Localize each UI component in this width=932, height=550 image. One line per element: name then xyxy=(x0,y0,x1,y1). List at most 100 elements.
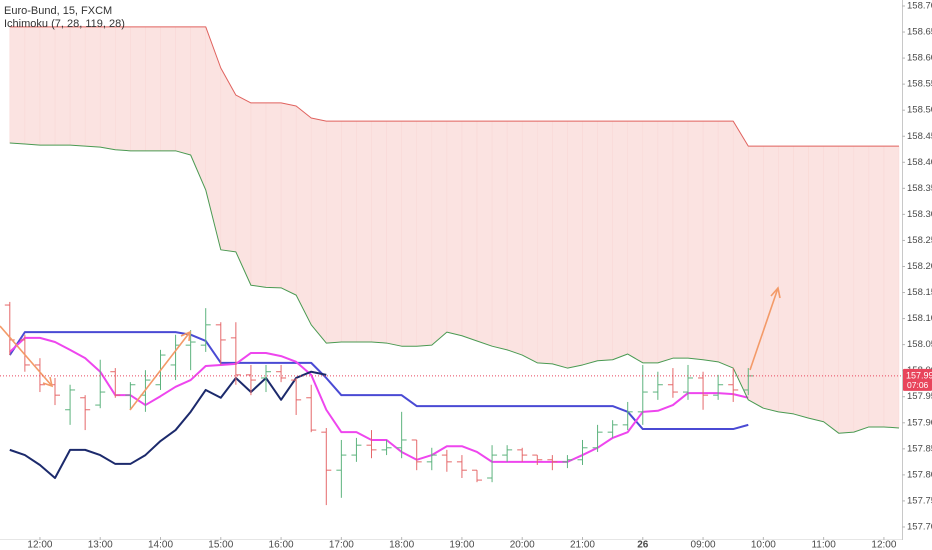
cloud-fill xyxy=(145,26,161,152)
x-tick-label: 26 xyxy=(637,540,649,550)
cloud-fill xyxy=(732,120,749,400)
cloud-fill xyxy=(702,120,719,363)
y-tick-label: 158.20 xyxy=(907,261,932,272)
cloud-fill xyxy=(687,120,704,361)
cloud-fill xyxy=(642,120,659,364)
x-tick-label: 20:00 xyxy=(510,540,535,550)
cloud-layer xyxy=(9,26,900,434)
cloud-fill xyxy=(461,120,478,342)
x-tick-label: 09:00 xyxy=(691,540,716,550)
cloud-fill xyxy=(24,26,41,146)
cloud-fill xyxy=(552,120,568,369)
last-price-tag xyxy=(903,368,932,391)
arrow-head xyxy=(770,286,781,299)
indicator-line xyxy=(9,370,327,480)
y-tick-label: 158.30 xyxy=(907,209,932,220)
cloud-fill xyxy=(386,120,402,347)
y-tick-label: 158.35 xyxy=(907,183,932,194)
lines-layer xyxy=(8,26,900,480)
y-tick-label: 157.75 xyxy=(907,495,932,506)
bar-countdown: 07:06 xyxy=(907,380,929,390)
cloud-fill xyxy=(69,26,86,147)
cloud-fill xyxy=(537,120,553,365)
x-tick-label: 13:00 xyxy=(88,540,113,550)
arrow-head xyxy=(180,330,191,342)
cloud-fill xyxy=(838,145,855,434)
y-tick-label: 158.65 xyxy=(907,27,932,38)
y-tick-label: 158.45 xyxy=(907,131,932,142)
y-tick-label: 158.05 xyxy=(907,339,932,350)
indicator-line xyxy=(9,26,899,147)
cloud-fill xyxy=(506,120,523,356)
y-tick-label: 158.40 xyxy=(907,157,932,168)
cloud-fill xyxy=(567,120,583,369)
cloud-fill xyxy=(582,120,598,366)
x-tick-label: 18:00 xyxy=(389,540,414,550)
cloud-fill xyxy=(491,120,508,351)
cloud-fill xyxy=(371,120,387,344)
cloud-fill xyxy=(220,67,237,253)
y-tick-label: 158.10 xyxy=(907,313,932,324)
x-tick-label: 17:00 xyxy=(329,540,354,550)
cloud-fill xyxy=(853,145,870,433)
y-tick-label: 158.50 xyxy=(907,105,932,116)
cloud-fill xyxy=(99,26,116,151)
cloud-fill xyxy=(627,120,644,364)
cloud-fill xyxy=(175,26,191,156)
cloud-fill xyxy=(356,120,372,343)
cloud-fill xyxy=(446,120,463,337)
cloud-fill xyxy=(341,120,357,343)
cloud-fill xyxy=(778,145,794,415)
y-tick-label: 158.15 xyxy=(907,287,932,298)
indicator-label: Ichimoku (7, 28, 119, 28) xyxy=(4,18,125,30)
cloud-fill xyxy=(416,120,433,347)
cloud-fill xyxy=(793,145,809,419)
y-tick-label: 157.85 xyxy=(907,443,932,454)
arrow xyxy=(749,287,779,371)
cloud-fill xyxy=(401,120,417,347)
cloud-fill xyxy=(39,26,56,146)
bars-layer xyxy=(4,301,754,506)
cloud-fill xyxy=(115,26,131,152)
x-tick-label: 21:00 xyxy=(570,540,595,550)
cloud-fill xyxy=(657,120,674,364)
cloud-fill xyxy=(808,145,824,423)
y-tick-label: 157.80 xyxy=(907,469,932,480)
y-tick-label: 157.90 xyxy=(907,417,932,428)
y-tick-label: 158.25 xyxy=(907,235,932,246)
cloud-fill xyxy=(160,26,176,152)
y-tick-label: 158.55 xyxy=(907,79,932,90)
cloud-fill xyxy=(250,102,267,288)
cloud-fill xyxy=(717,120,734,369)
cloud-fill xyxy=(310,117,327,344)
cloud-fill xyxy=(265,102,282,289)
cloud-fill xyxy=(823,145,839,434)
cloud-fill xyxy=(868,145,885,428)
cloud-fill xyxy=(130,26,146,152)
annotation-arrows xyxy=(0,286,781,411)
arrow-head xyxy=(42,376,54,388)
cloud-fill xyxy=(883,145,900,429)
cloud-fill xyxy=(84,26,101,148)
cloud-fill xyxy=(9,26,26,145)
x-tick-label: 10:00 xyxy=(751,540,776,550)
x-tick-label: 19:00 xyxy=(449,540,474,550)
cloud-fill xyxy=(280,102,297,296)
cloud-fill xyxy=(431,120,448,346)
last-price-label: 157.99 xyxy=(906,370,932,380)
cloud-fill xyxy=(521,120,538,364)
cloud-fill xyxy=(326,120,342,344)
x-tick-label: 15:00 xyxy=(208,540,233,550)
indicator-line xyxy=(9,142,900,434)
cloud-fill xyxy=(672,120,689,359)
cloud-fill xyxy=(54,26,71,146)
cloud-fill xyxy=(597,120,613,362)
x-tick-label: 14:00 xyxy=(148,540,173,550)
y-tick-label: 158.60 xyxy=(907,53,932,64)
x-tick-label: 16:00 xyxy=(269,540,294,550)
y-tick-label: 157.95 xyxy=(907,391,932,402)
indicator-line xyxy=(8,331,749,431)
chart-title: Euro-Bund, 15, FXCM xyxy=(4,5,112,17)
